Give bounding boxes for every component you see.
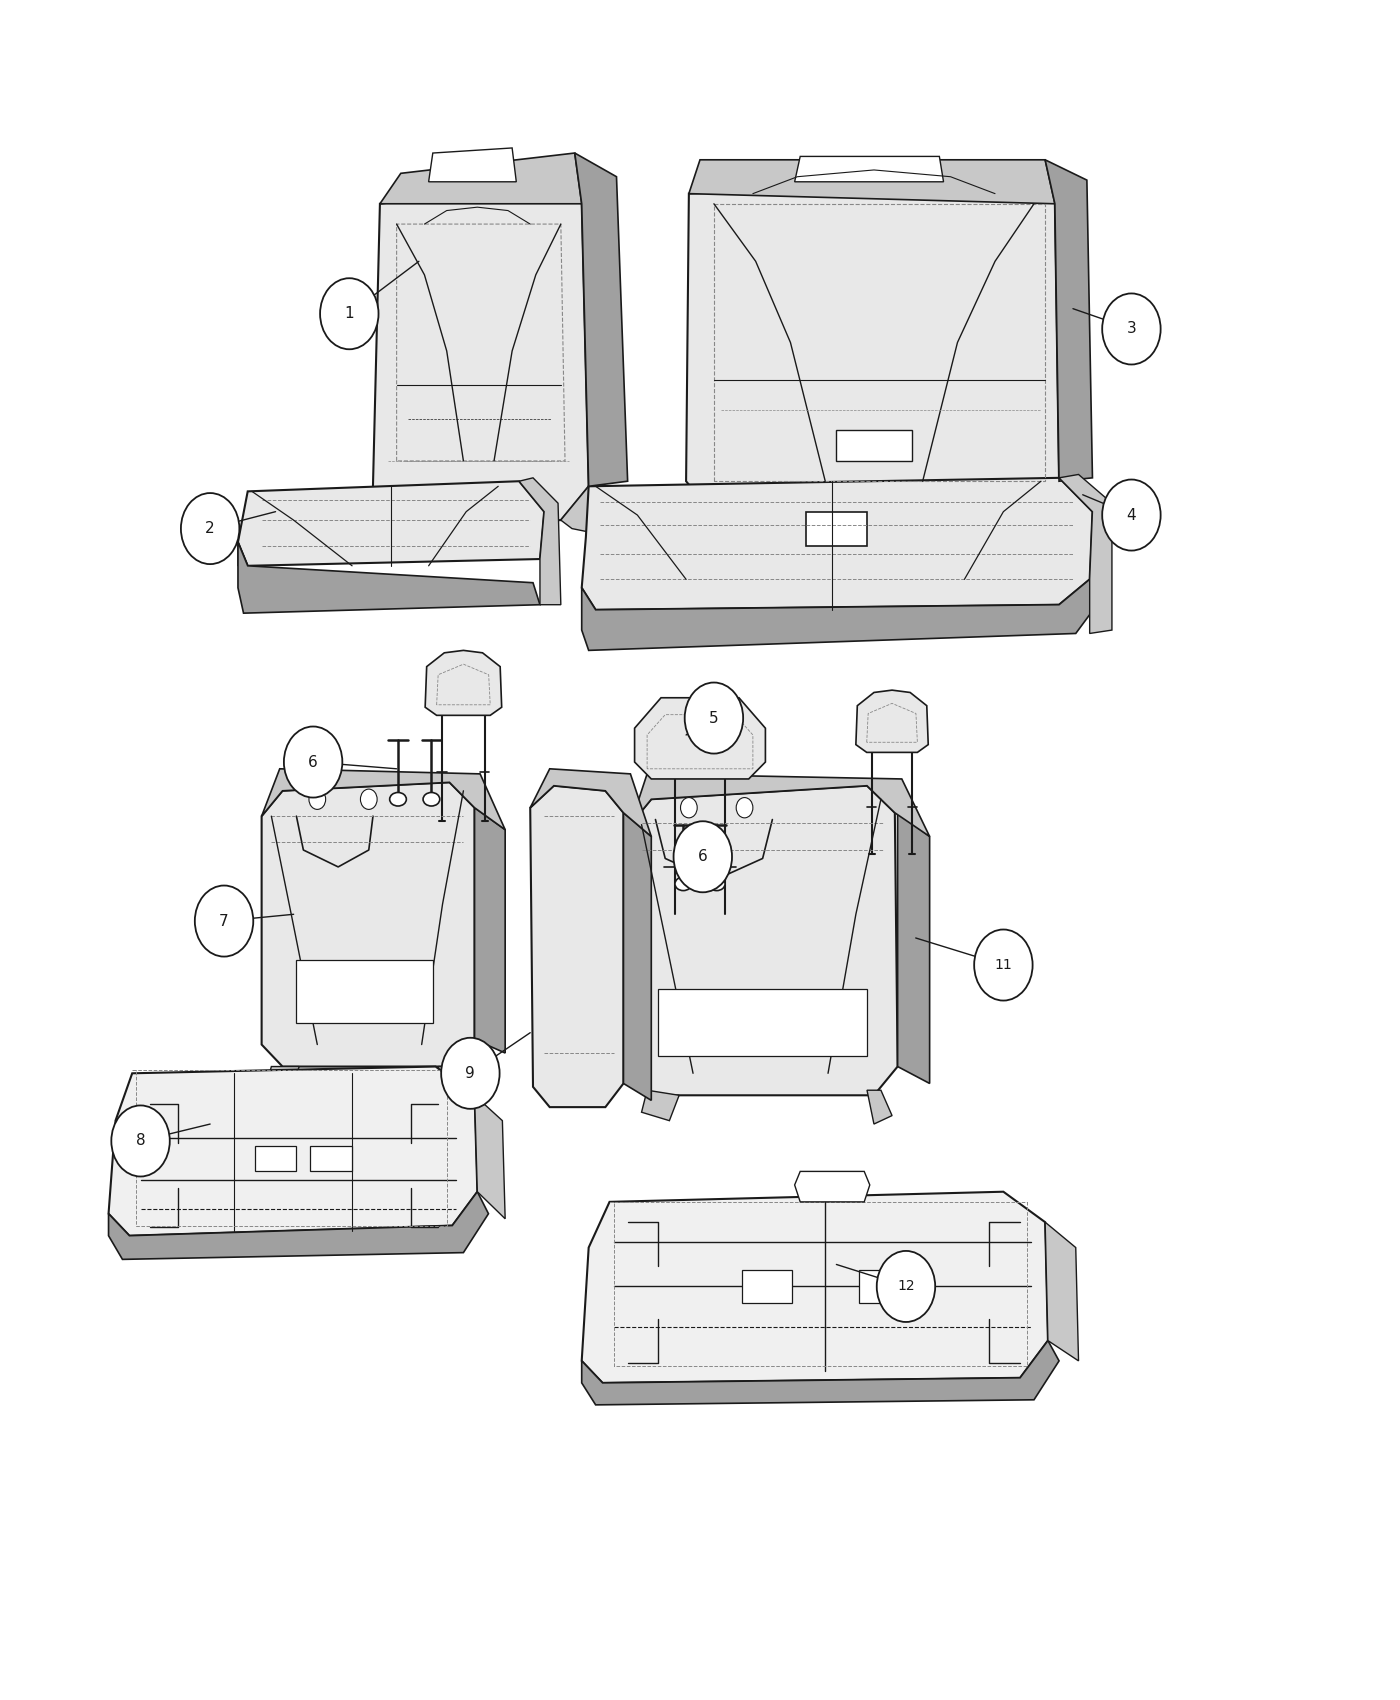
Polygon shape xyxy=(689,160,1054,204)
Polygon shape xyxy=(238,481,545,566)
Polygon shape xyxy=(426,651,501,716)
Polygon shape xyxy=(855,690,928,753)
Circle shape xyxy=(736,797,753,818)
Ellipse shape xyxy=(389,792,406,806)
Polygon shape xyxy=(630,774,930,836)
Polygon shape xyxy=(582,580,1100,651)
Circle shape xyxy=(284,726,343,797)
Polygon shape xyxy=(582,1341,1058,1404)
Circle shape xyxy=(974,930,1033,1001)
Polygon shape xyxy=(658,989,867,1056)
Circle shape xyxy=(1102,479,1161,551)
Polygon shape xyxy=(630,785,897,1095)
Circle shape xyxy=(195,886,253,957)
Text: 5: 5 xyxy=(710,711,718,726)
Polygon shape xyxy=(519,478,561,605)
Text: 7: 7 xyxy=(220,913,228,928)
Text: 6: 6 xyxy=(308,755,318,770)
Circle shape xyxy=(181,493,239,564)
Polygon shape xyxy=(641,1090,679,1120)
Polygon shape xyxy=(531,785,623,1107)
Polygon shape xyxy=(561,486,605,532)
Text: 8: 8 xyxy=(136,1134,146,1149)
Polygon shape xyxy=(582,478,1092,610)
Polygon shape xyxy=(475,1095,505,1219)
Polygon shape xyxy=(262,782,475,1066)
Circle shape xyxy=(876,1251,935,1323)
Circle shape xyxy=(309,789,326,809)
Polygon shape xyxy=(311,1146,351,1171)
Polygon shape xyxy=(438,1066,461,1100)
Polygon shape xyxy=(365,486,414,529)
Polygon shape xyxy=(262,768,505,830)
Polygon shape xyxy=(836,430,911,461)
Polygon shape xyxy=(372,182,588,520)
Polygon shape xyxy=(475,808,505,1052)
Polygon shape xyxy=(531,768,651,836)
Ellipse shape xyxy=(423,792,440,806)
Polygon shape xyxy=(634,697,766,779)
Polygon shape xyxy=(806,512,867,546)
Polygon shape xyxy=(1058,474,1112,634)
Polygon shape xyxy=(867,1090,892,1124)
Text: 2: 2 xyxy=(206,522,216,536)
Text: 9: 9 xyxy=(465,1066,475,1081)
Polygon shape xyxy=(795,1171,869,1202)
Ellipse shape xyxy=(675,877,692,891)
Text: 1: 1 xyxy=(344,306,354,321)
Polygon shape xyxy=(582,1192,1049,1382)
Polygon shape xyxy=(297,960,433,1023)
Text: 12: 12 xyxy=(897,1280,914,1294)
Polygon shape xyxy=(255,1146,297,1171)
Polygon shape xyxy=(266,1066,300,1095)
Polygon shape xyxy=(858,1270,909,1304)
Polygon shape xyxy=(428,148,517,182)
Circle shape xyxy=(1102,294,1161,364)
Text: 4: 4 xyxy=(1127,508,1137,522)
Circle shape xyxy=(685,682,743,753)
Polygon shape xyxy=(238,542,248,566)
Polygon shape xyxy=(379,153,582,204)
Polygon shape xyxy=(575,153,627,486)
Circle shape xyxy=(321,279,378,348)
Polygon shape xyxy=(109,1066,477,1236)
Text: 11: 11 xyxy=(994,959,1012,972)
Polygon shape xyxy=(109,1192,489,1260)
Polygon shape xyxy=(742,1270,792,1304)
Ellipse shape xyxy=(708,877,725,891)
Text: 6: 6 xyxy=(699,850,707,864)
Text: 3: 3 xyxy=(1127,321,1137,337)
Polygon shape xyxy=(623,813,651,1100)
Polygon shape xyxy=(686,180,1058,512)
Circle shape xyxy=(441,1037,500,1108)
Circle shape xyxy=(360,789,377,809)
Polygon shape xyxy=(1046,1222,1078,1362)
Polygon shape xyxy=(795,156,944,182)
Circle shape xyxy=(673,821,732,893)
Circle shape xyxy=(112,1105,169,1176)
Circle shape xyxy=(680,797,697,818)
Polygon shape xyxy=(238,542,540,614)
Polygon shape xyxy=(897,813,930,1083)
Polygon shape xyxy=(1046,160,1092,481)
